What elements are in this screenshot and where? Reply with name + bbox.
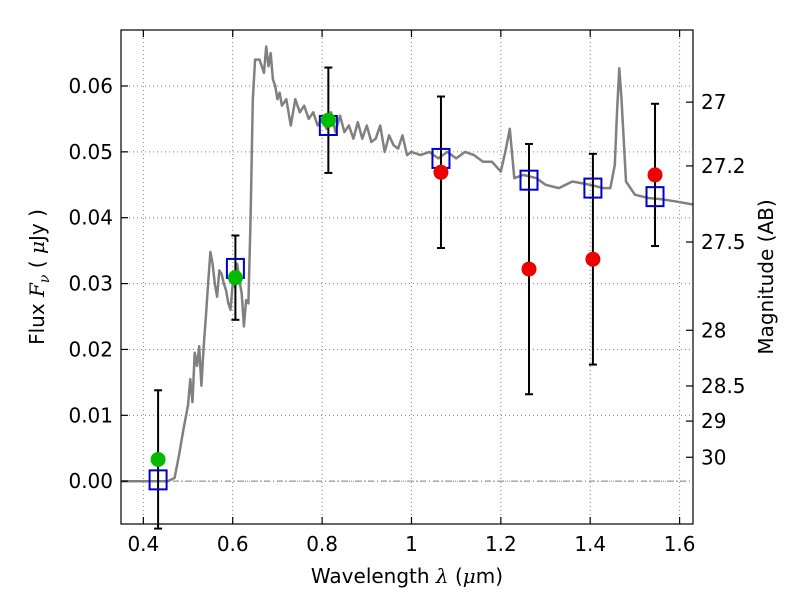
model-spectrum-line [121,45,693,483]
y2-tick-label: 29 [701,409,726,433]
observed-point [320,112,336,128]
y-tick-label: 0.02 [68,337,113,361]
model-photometry-square [148,469,168,491]
y2-tick-label: 27.5 [701,230,746,254]
observed-point [647,167,663,183]
y-tick-label: 0.05 [68,140,113,164]
y2-tick-label: 28.5 [701,374,746,398]
y-tick-label: 0.00 [68,469,113,493]
x-tick-label: 0.8 [306,532,338,556]
y2-tick-label: 27 [701,90,726,114]
x-axis-label: Wavelength λ (μm) [311,564,503,588]
y-tick-label: 0.01 [68,403,113,427]
model-photometry-square [645,186,665,208]
x-tick-label: 0.4 [127,532,159,556]
observed-point [150,451,166,467]
y2-axis-label: Magnitude (AB) [754,199,778,354]
y2-tick-label: 27.2 [701,154,746,178]
observed-point [521,261,537,277]
model-photometry-square [519,169,539,191]
observed-point [433,164,449,180]
observed-point [227,270,243,286]
axis-ticks: 0.4 0.6 0.8 1 1.2 1.4 1.6 0.00 0.01 0.02 0.03 0.04 0… [68,30,746,556]
plot-frame [120,29,694,525]
observed-point [585,251,601,267]
model-photometry-square [583,177,603,199]
x-tick-label: 1.4 [574,532,606,556]
y-tick-label: 0.06 [68,74,113,98]
x-tick-label: 0.6 [217,532,249,556]
observed-photometry-points [150,112,663,467]
y2-tick-label: 28 [701,318,726,342]
y-axis-label: Flux Fν ( μJy ) [25,209,53,345]
grid [121,30,693,524]
x-tick-label: 1 [405,532,418,556]
x-tick-label: 1.2 [485,532,517,556]
y-tick-label: 0.04 [68,206,113,230]
x-tick-label: 1.6 [664,532,696,556]
plot-background [121,30,693,524]
y-tick-label: 0.03 [68,272,113,296]
y2-tick-label: 30 [701,445,726,469]
